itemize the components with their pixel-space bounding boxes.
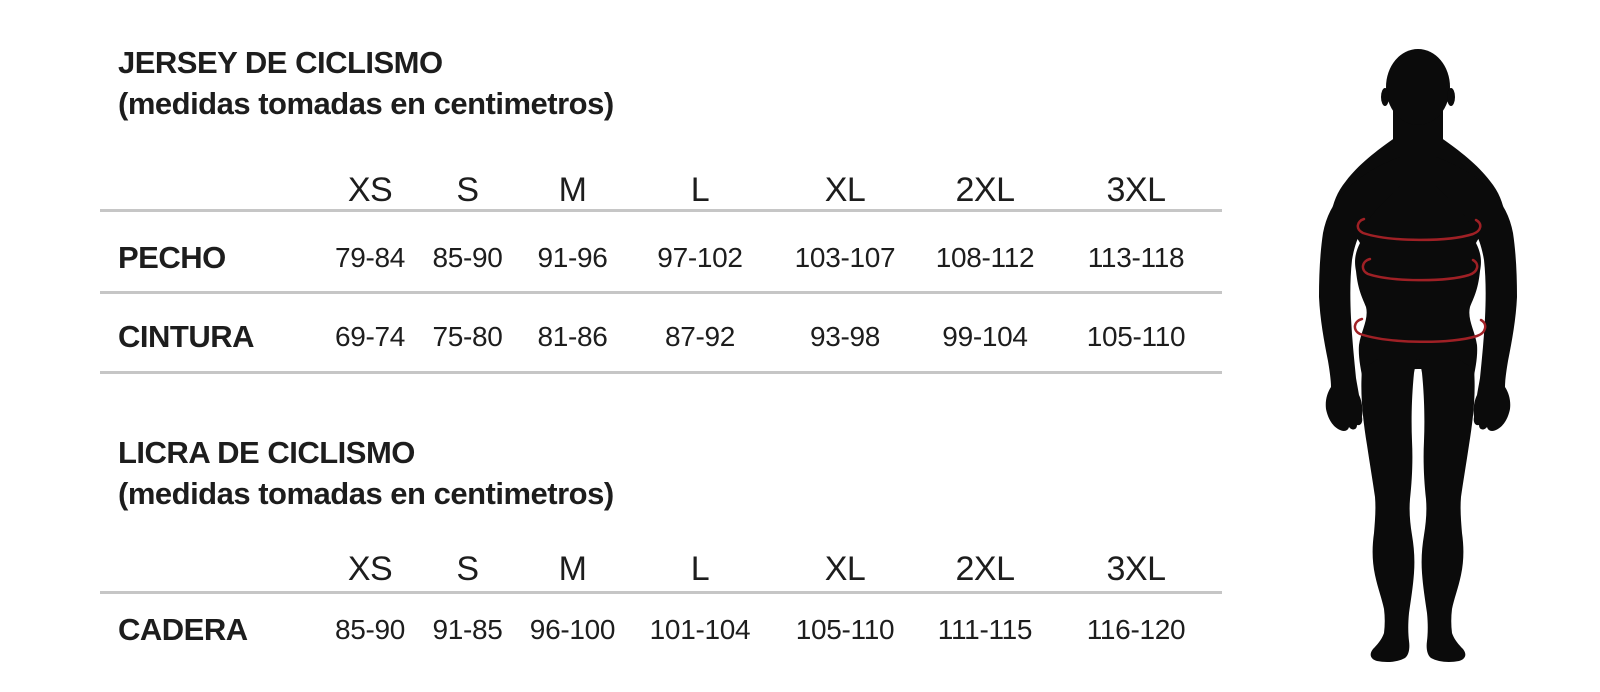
section-licra-title-block: LICRA DE CICLISMO (medidas tomadas en ce… <box>118 432 614 514</box>
silhouette-left-arm <box>1319 157 1400 431</box>
size-column-header: XS <box>347 170 393 209</box>
measurement-value: 69-74 <box>334 321 406 352</box>
size-column-header: XL <box>824 549 866 588</box>
waist-measurement-line <box>1361 257 1479 282</box>
measurement-value: 81-86 <box>537 321 608 352</box>
measurement-value: 116-120 <box>1086 614 1186 645</box>
measurement-value: 96-100 <box>529 614 616 645</box>
male-body-silhouette <box>1319 49 1517 662</box>
section-title: LICRA DE CICLISMO <box>118 435 415 470</box>
measurement-value: 103-107 <box>794 242 896 273</box>
divider-line <box>100 209 1222 212</box>
silhouette-torso <box>1331 137 1505 385</box>
measurement-value: 85-90 <box>334 614 406 645</box>
silhouette-right-arm <box>1436 157 1517 431</box>
measurement-value: 85-90 <box>432 242 503 273</box>
silhouette-ear-right <box>1447 88 1455 106</box>
measurement-value: 91-96 <box>537 242 608 273</box>
section-subtitle: (medidas tomadas en centimetros) <box>118 86 614 121</box>
size-column-header: 3XL <box>1106 549 1167 588</box>
table-row-pecho: PECHO 79-84 85-90 91-96 97-102 103-107 1… <box>100 234 1222 282</box>
measurement-value: 113-118 <box>1087 242 1185 273</box>
size-column-header: XS <box>347 549 393 588</box>
divider-line <box>100 591 1222 594</box>
table-row-cintura: CINTURA 69-74 75-80 81-86 87-92 93-98 99… <box>100 313 1222 361</box>
size-column-header: S <box>456 549 479 588</box>
size-column-header: L <box>690 549 710 588</box>
silhouette-ear-left <box>1381 88 1389 106</box>
silhouette-left-leg <box>1361 359 1417 662</box>
measurement-value: 99-104 <box>942 321 1028 352</box>
size-column-header: 2XL <box>955 549 1016 588</box>
size-column-header: S <box>456 170 479 209</box>
measurement-value: 101-104 <box>649 614 751 645</box>
measurement-value: 91-85 <box>432 614 503 645</box>
chest-measurement-line <box>1356 217 1482 242</box>
measurement-value: 108-112 <box>935 242 1035 273</box>
size-column-header: 2XL <box>955 170 1016 209</box>
measurement-row-label: CADERA <box>118 612 248 647</box>
measurement-value: 105-110 <box>795 614 895 645</box>
licra-size-header-row: XS S M L XL 2XL 3XL <box>100 548 1222 590</box>
silhouette-right-leg <box>1419 359 1475 662</box>
measurement-value: 87-92 <box>664 321 736 352</box>
size-column-header: L <box>690 170 710 209</box>
measurement-value: 93-98 <box>809 321 881 352</box>
measurement-row-label: PECHO <box>118 240 226 275</box>
measurement-value: 111-115 <box>937 614 1033 645</box>
silhouette-head <box>1386 49 1450 125</box>
size-column-header: M <box>558 170 587 209</box>
section-title: JERSEY DE CICLISMO <box>118 45 443 80</box>
table-row-cadera: CADERA 85-90 91-85 96-100 101-104 105-11… <box>100 606 1222 654</box>
divider-line <box>100 371 1222 374</box>
section-jersey-title-block: JERSEY DE CICLISMO (medidas tomadas en c… <box>118 42 614 124</box>
divider-line <box>100 291 1222 294</box>
size-column-header: XL <box>824 170 866 209</box>
measurement-value: 79-84 <box>334 242 406 273</box>
measurement-value: 97-102 <box>657 242 743 273</box>
measurement-row-label: CINTURA <box>118 319 255 354</box>
size-column-header: 3XL <box>1106 170 1167 209</box>
body-silhouette-figure <box>1278 45 1558 670</box>
measurement-value: 105-110 <box>1086 321 1186 352</box>
jersey-size-header-row: XS S M L XL 2XL 3XL <box>100 169 1222 211</box>
measurement-value: 75-80 <box>432 321 503 352</box>
hip-measurement-line <box>1353 317 1487 344</box>
section-subtitle: (medidas tomadas en centimetros) <box>118 476 614 511</box>
size-column-header: M <box>558 549 587 588</box>
